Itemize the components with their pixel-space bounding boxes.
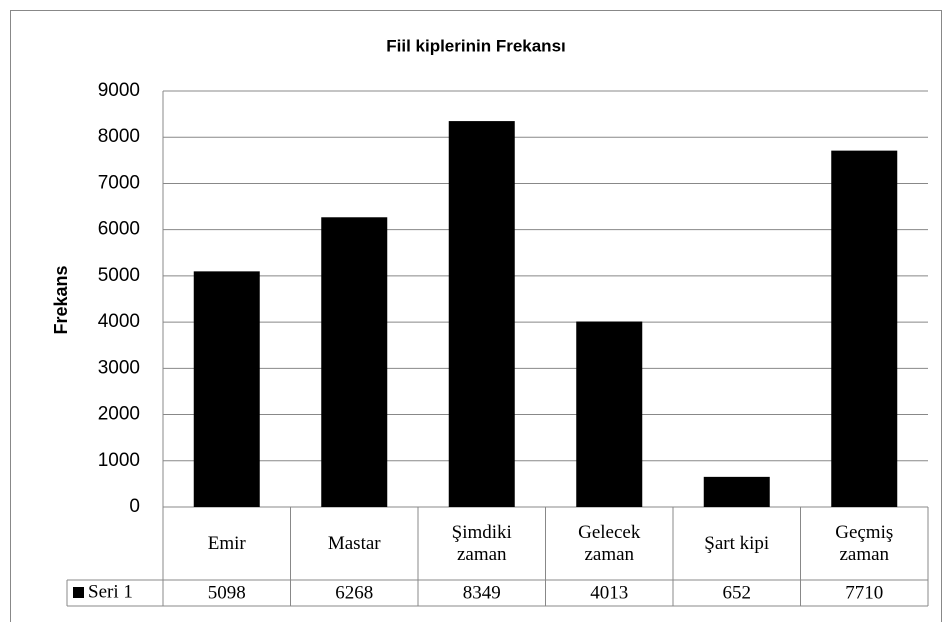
table-value: 8349 bbox=[463, 582, 501, 603]
legend-key bbox=[73, 587, 84, 598]
y-tick-label: 8000 bbox=[98, 126, 140, 147]
y-tick-label: 7000 bbox=[98, 172, 140, 193]
table-value: 5098 bbox=[208, 582, 246, 603]
bar bbox=[193, 271, 260, 507]
x-tick-label: Şimdiki zaman bbox=[451, 521, 512, 565]
table-value: 4013 bbox=[590, 582, 628, 603]
table-value: 7710 bbox=[845, 582, 883, 603]
bar bbox=[448, 121, 515, 507]
x-tick-label: Mastar bbox=[327, 532, 381, 554]
y-tick-label: 2000 bbox=[98, 404, 140, 425]
bar bbox=[831, 150, 898, 508]
y-tick-label: 5000 bbox=[98, 265, 140, 286]
y-axis-title: Frekans bbox=[51, 265, 71, 334]
chart-title: Fiil kiplerinin Frekansı bbox=[386, 36, 566, 55]
y-tick-label: 0 bbox=[129, 496, 140, 517]
x-tick-label: Geçmiş zaman bbox=[835, 521, 894, 565]
y-tick-label: 1000 bbox=[98, 450, 140, 471]
y-tick-label: 4000 bbox=[98, 311, 140, 332]
x-tick-label: Emir bbox=[207, 532, 246, 554]
y-tick-label: 6000 bbox=[98, 219, 140, 240]
y-tick-label: 9000 bbox=[98, 80, 140, 101]
bar bbox=[321, 217, 388, 507]
y-tick-label: 3000 bbox=[98, 357, 140, 378]
x-tick-label: Gelecek zaman bbox=[578, 521, 641, 565]
chart-frame bbox=[10, 10, 942, 622]
bar bbox=[703, 476, 770, 507]
table-value: 6268 bbox=[335, 582, 373, 603]
x-tick-label: Şart kipi bbox=[704, 532, 770, 554]
bar bbox=[576, 321, 643, 507]
legend-label: Seri 1 bbox=[88, 581, 133, 602]
table-value: 652 bbox=[723, 582, 752, 603]
